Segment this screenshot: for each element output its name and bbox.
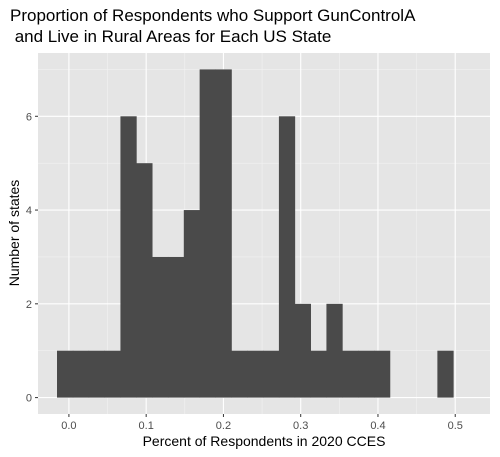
histogram-bars [57, 69, 454, 398]
histogram-bar [183, 210, 201, 398]
histogram-bar [437, 350, 454, 398]
y-tick-label: 4 [26, 205, 32, 217]
x-tick-label: 0.1 [139, 420, 154, 432]
histogram-bar [57, 350, 74, 398]
histogram-bar [167, 256, 185, 398]
histogram-bar [88, 350, 106, 398]
x-axis-title: Percent of Respondents in 2020 CCES [143, 433, 386, 449]
histogram-bar [374, 350, 391, 398]
chart-title-line-2: and Live in Rural Areas for Each US Stat… [10, 27, 331, 46]
histogram-bar [231, 350, 248, 398]
y-tick-label: 2 [26, 299, 32, 311]
y-axis-title: Number of states [6, 180, 22, 287]
histogram-bar [326, 303, 343, 398]
x-tick-label: 0.2 [216, 420, 231, 432]
x-tick-label: 0.4 [370, 420, 385, 432]
histogram-bar [247, 350, 264, 398]
x-tick-label: 0.0 [61, 420, 76, 432]
x-tick-label: 0.3 [293, 420, 308, 432]
histogram-bar [120, 116, 137, 398]
histogram-bar [104, 350, 121, 398]
histogram-bar [152, 256, 169, 398]
y-axis-ticks: 0 2 4 6 [26, 111, 38, 405]
histogram-bar [72, 350, 90, 398]
x-axis-ticks: 0.0 0.1 0.2 0.3 0.4 0.5 [61, 414, 463, 432]
histogram-bar [263, 350, 280, 398]
histogram-bar [199, 69, 216, 398]
histogram-bar [310, 350, 327, 398]
chart-title-line-1: Proportion of Respondents who Support Gu… [10, 6, 416, 25]
histogram-bar [342, 350, 359, 398]
x-tick-label: 0.5 [448, 420, 463, 432]
histogram-bar [294, 303, 311, 398]
histogram-bar [136, 163, 153, 398]
histogram-bar [358, 350, 375, 398]
histogram-bar [278, 116, 296, 398]
y-tick-label: 0 [26, 393, 32, 405]
y-tick-label: 6 [26, 111, 32, 123]
histogram-bar [215, 69, 232, 398]
